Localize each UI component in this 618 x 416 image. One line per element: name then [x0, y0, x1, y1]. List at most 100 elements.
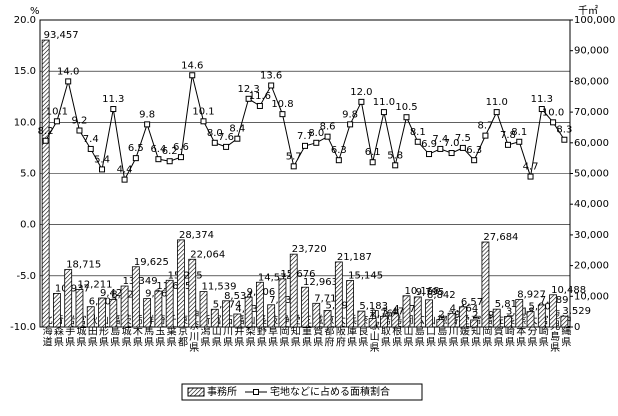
bar-label: 13,349 — [123, 276, 158, 287]
line-marker — [290, 163, 297, 170]
line-label: 14.6 — [181, 60, 203, 71]
line-marker — [166, 158, 173, 165]
legend: 事務所 宅地などに占める面積割合 — [181, 383, 423, 401]
bar-label: 15,676 — [280, 269, 315, 280]
y-tick-label: 10.0 — [14, 117, 36, 128]
bar — [549, 294, 557, 328]
bar-label: 5,811 — [495, 299, 524, 310]
line-marker — [392, 162, 399, 169]
legend-label: 宅地などに占める面積割合 — [270, 385, 390, 398]
line-label: 7.4 — [83, 134, 99, 145]
bar — [560, 315, 569, 328]
line-label: 12.0 — [350, 87, 372, 98]
bar — [504, 316, 512, 328]
bar — [346, 280, 355, 328]
line-label: 11.6 — [249, 91, 271, 102]
line-label: 8.4 — [229, 124, 245, 135]
bar-label: 12,211 — [77, 280, 112, 291]
line-marker — [426, 151, 433, 158]
line-marker — [324, 133, 331, 140]
y2-tick-label: 60,000 — [574, 138, 609, 149]
line-label: 10.0 — [542, 107, 564, 118]
bar-label: 15,145 — [348, 271, 383, 282]
bar-label: 3,470 — [382, 306, 411, 317]
line-label: 5.8 — [387, 150, 403, 161]
bar — [143, 298, 152, 328]
line-marker — [53, 118, 60, 125]
line-marker — [144, 121, 151, 128]
line-label: 6.3 — [466, 145, 482, 156]
bar — [86, 306, 95, 328]
line-marker — [471, 157, 478, 164]
line-marker — [527, 173, 534, 180]
line-label: 6.4 — [150, 144, 166, 155]
bar — [515, 299, 524, 328]
bar — [413, 296, 422, 328]
line-label: 8.3 — [556, 125, 572, 136]
line-marker — [335, 157, 342, 164]
bar — [109, 299, 118, 328]
bar — [244, 296, 253, 328]
bar-label: 23,720 — [292, 244, 327, 255]
bar-label: 11,685 — [156, 281, 191, 292]
y2-tick-label: 20,000 — [574, 261, 609, 272]
line-label: 4.4 — [117, 165, 133, 176]
line-marker — [76, 127, 83, 134]
line-marker — [414, 138, 421, 145]
bar — [312, 302, 321, 328]
bar — [492, 308, 501, 328]
legend-frame — [181, 383, 423, 401]
line-marker — [358, 98, 365, 105]
line-marker — [189, 72, 196, 79]
line-marker — [99, 166, 106, 173]
y2-tick-label: 90,000 — [574, 46, 609, 57]
line-label: 8.1 — [410, 127, 426, 138]
line-label: 6.3 — [331, 145, 347, 156]
bar — [177, 239, 185, 328]
bar — [75, 289, 84, 328]
bar-label: 19,625 — [134, 257, 169, 268]
y2-tick-label: 30,000 — [574, 230, 609, 241]
line-marker — [504, 141, 511, 148]
line-marker — [110, 106, 117, 113]
line-label: 5.4 — [94, 154, 110, 165]
line-label: 8.1 — [511, 127, 527, 138]
line-marker — [211, 139, 218, 146]
line-marker — [234, 135, 241, 142]
bar — [98, 297, 106, 328]
bar-label: 15,215 — [168, 270, 203, 281]
line-label: 10.5 — [395, 102, 417, 113]
line-label: 7.4 — [432, 134, 448, 145]
bar-label: 93,457 — [44, 30, 79, 41]
line-marker — [437, 145, 444, 152]
line-marker — [493, 109, 500, 116]
line-marker — [42, 137, 49, 144]
bar-label: 7,719 — [314, 293, 343, 304]
bar — [470, 319, 479, 328]
bar — [267, 304, 276, 328]
bar-label: 12,963 — [303, 277, 338, 288]
bar — [199, 291, 208, 328]
line-label: 13.6 — [260, 70, 282, 81]
line-label: 10.1 — [192, 106, 214, 117]
line-label: 7.7 — [297, 131, 313, 142]
bar — [391, 313, 400, 328]
y2-tick-label: 70,000 — [574, 107, 609, 118]
line-marker — [121, 176, 128, 183]
line-label: 8.6 — [320, 122, 336, 133]
bar — [402, 295, 411, 328]
line-label: 6.1 — [365, 147, 381, 158]
bar — [425, 299, 433, 328]
line-marker — [268, 82, 275, 89]
line-label: 8.0 — [308, 128, 324, 139]
bar — [222, 300, 230, 328]
line-label: 11.0 — [486, 97, 508, 108]
line-label: 7.0 — [444, 138, 460, 149]
line-label: 10.8 — [271, 99, 293, 110]
bar — [278, 278, 287, 328]
line-marker — [87, 145, 94, 152]
y2-tick-label: 40,000 — [574, 199, 609, 210]
bar — [233, 313, 242, 328]
y2-tick-label: 80,000 — [574, 76, 609, 87]
